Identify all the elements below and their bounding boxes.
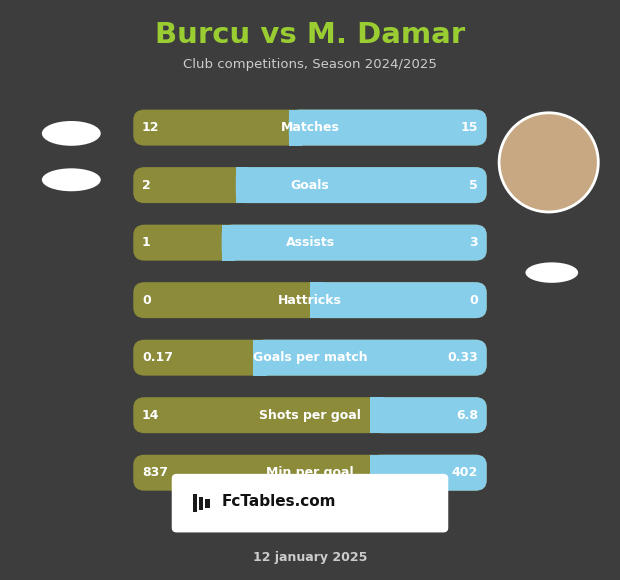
FancyBboxPatch shape [133, 167, 487, 203]
Text: Shots per goal: Shots per goal [259, 409, 361, 422]
Text: Club competitions, Season 2024/2025: Club competitions, Season 2024/2025 [183, 59, 437, 71]
Text: Hattricks: Hattricks [278, 293, 342, 307]
Bar [236, 167, 249, 203]
Text: 3: 3 [469, 236, 478, 249]
Bar [254, 340, 267, 376]
Bar [310, 282, 324, 318]
Text: Min per goal: Min per goal [266, 466, 354, 479]
Text: 402: 402 [452, 466, 478, 479]
Text: Goals: Goals [291, 179, 329, 191]
Text: 15: 15 [461, 121, 478, 134]
FancyBboxPatch shape [254, 340, 487, 376]
Text: 6.8: 6.8 [456, 409, 478, 422]
FancyBboxPatch shape [133, 110, 487, 146]
Text: 12: 12 [142, 121, 159, 134]
Text: 0.17: 0.17 [142, 351, 173, 364]
Bar [289, 110, 303, 146]
FancyBboxPatch shape [133, 282, 487, 318]
Text: 5: 5 [469, 179, 478, 191]
Text: 2: 2 [142, 179, 151, 191]
Ellipse shape [42, 168, 100, 191]
Bar [370, 455, 384, 491]
FancyBboxPatch shape [133, 224, 487, 260]
Text: 0: 0 [142, 293, 151, 307]
Text: Goals per match: Goals per match [253, 351, 367, 364]
Ellipse shape [42, 121, 100, 146]
FancyBboxPatch shape [133, 340, 487, 376]
FancyBboxPatch shape [370, 455, 487, 491]
FancyBboxPatch shape [289, 110, 487, 146]
Bar [193, 494, 197, 512]
Text: 837: 837 [142, 466, 168, 479]
Text: Burcu vs M. Damar: Burcu vs M. Damar [155, 21, 465, 49]
FancyBboxPatch shape [222, 224, 487, 260]
Bar [370, 397, 384, 433]
Ellipse shape [499, 113, 598, 212]
FancyBboxPatch shape [236, 167, 487, 203]
Text: Assists: Assists [285, 236, 335, 249]
Ellipse shape [525, 262, 578, 283]
Bar [205, 499, 210, 508]
Text: 14: 14 [142, 409, 159, 422]
FancyBboxPatch shape [172, 474, 448, 532]
Text: 1: 1 [142, 236, 151, 249]
FancyBboxPatch shape [133, 397, 487, 433]
FancyBboxPatch shape [310, 282, 487, 318]
Bar [199, 496, 203, 509]
Text: 0.33: 0.33 [447, 351, 478, 364]
FancyBboxPatch shape [133, 455, 487, 491]
FancyBboxPatch shape [370, 397, 487, 433]
Text: 12 january 2025: 12 january 2025 [253, 552, 367, 564]
Bar [222, 224, 236, 260]
Text: Matches: Matches [281, 121, 339, 134]
Text: FcTables.com: FcTables.com [222, 495, 337, 509]
Text: 0: 0 [469, 293, 478, 307]
